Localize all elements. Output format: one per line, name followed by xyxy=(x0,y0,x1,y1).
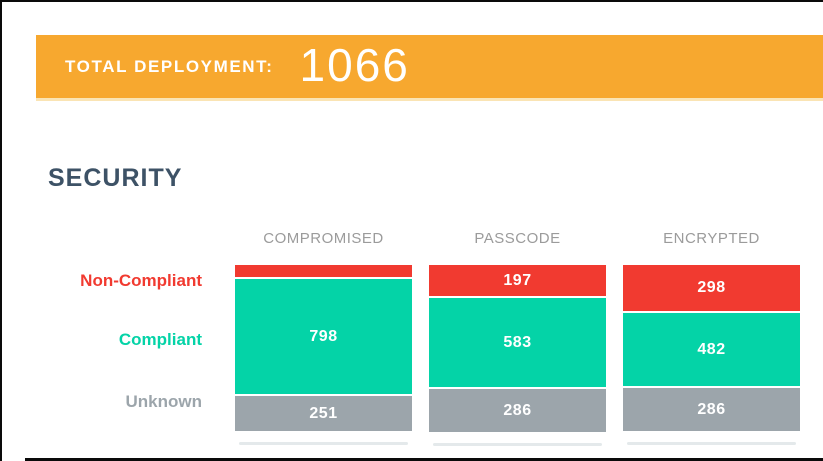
segment-compliant[interactable]: 798 xyxy=(235,279,412,394)
segment-value: 298 xyxy=(697,279,726,296)
segment-compliant[interactable]: 482 xyxy=(623,313,800,386)
segment-unknown[interactable]: 251 xyxy=(235,396,412,431)
bar-column-compromised: COMPROMISED 798 251 xyxy=(235,227,412,446)
stacked-bar: 298 482 286 xyxy=(623,265,800,431)
segment-value: 583 xyxy=(503,333,532,351)
bar-shadow xyxy=(239,442,408,445)
stacked-bar: 197 583 286 xyxy=(429,265,606,432)
column-header: ENCRYPTED xyxy=(663,230,760,247)
total-deployment-label: TOTAL DEPLOYMENT: xyxy=(65,56,274,76)
segment-unknown[interactable]: 286 xyxy=(623,388,800,431)
row-label-unknown: Unknown xyxy=(125,392,203,411)
bars-row: COMPROMISED 798 251 PASSCODE 197 583 286 ENCRYP… xyxy=(235,227,800,446)
row-label-non-compliant: Non-Compliant xyxy=(80,271,202,290)
segment-value: 482 xyxy=(697,340,726,358)
bottom-border-line xyxy=(25,458,823,461)
row-labels: Non-Compliant Compliant Unknown xyxy=(0,227,202,446)
segment-value: 798 xyxy=(309,327,338,345)
segment-non-compliant[interactable]: 298 xyxy=(623,265,800,311)
column-header: COMPROMISED xyxy=(263,230,384,247)
security-chart: Non-Compliant Compliant Unknown COMPROMISE… xyxy=(0,227,800,446)
segment-unknown[interactable]: 286 xyxy=(429,389,606,432)
column-header: PASSCODE xyxy=(474,230,561,247)
bar-shadow xyxy=(627,442,796,445)
segment-value: 251 xyxy=(309,404,338,422)
stacked-bar: 798 251 xyxy=(235,265,412,431)
left-border-line xyxy=(0,0,2,461)
segment-value: 286 xyxy=(697,400,726,418)
bar-shadow xyxy=(433,443,602,446)
bar-column-passcode: PASSCODE 197 583 286 xyxy=(429,227,606,446)
total-deployment-value: 1066 xyxy=(299,38,410,91)
row-label-compliant: Compliant xyxy=(118,330,202,349)
segment-compliant[interactable]: 583 xyxy=(429,298,606,387)
segment-non-compliant[interactable] xyxy=(235,265,412,277)
segment-value: 197 xyxy=(503,271,532,289)
segment-non-compliant[interactable]: 197 xyxy=(429,265,606,296)
segment-value: 286 xyxy=(503,401,532,419)
top-border-line xyxy=(0,0,823,2)
total-deployment-banner: TOTAL DEPLOYMENT: 1066 xyxy=(36,35,823,101)
section-title-security: SECURITY xyxy=(48,164,183,192)
bar-column-encrypted: ENCRYPTED 298 482 286 xyxy=(623,227,800,446)
